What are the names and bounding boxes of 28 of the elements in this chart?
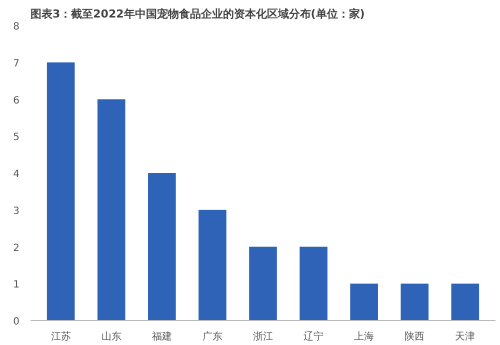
x-tick-label: 山东 xyxy=(101,330,122,342)
chart-title: 图表3：截至2022年中国宠物食品企业的资本化区域分布(单位：家) xyxy=(30,8,365,20)
y-tick-label: 7 xyxy=(13,58,20,70)
y-tick-label: 5 xyxy=(13,132,20,144)
x-tick-label: 江苏 xyxy=(50,330,71,342)
x-tick-label: 福建 xyxy=(152,330,172,342)
bar xyxy=(148,173,176,320)
y-tick-label: 8 xyxy=(13,22,20,32)
bar xyxy=(451,284,480,320)
bar xyxy=(46,62,75,320)
y-tick-label: 6 xyxy=(13,95,20,106)
bar xyxy=(350,284,378,320)
y-tick-label: 4 xyxy=(13,169,20,180)
bar xyxy=(249,246,277,320)
bar xyxy=(97,99,126,320)
x-tick-label: 陕西 xyxy=(404,330,425,342)
bar xyxy=(300,246,328,320)
x-tick-label: 上海 xyxy=(354,330,374,342)
x-tick-label: 天津 xyxy=(455,330,476,342)
x-tick-label: 浙江 xyxy=(253,330,273,342)
x-tick-label: 广东 xyxy=(202,330,222,342)
y-tick-label: 1 xyxy=(13,280,20,291)
bar xyxy=(400,284,429,320)
x-tick-label: 辽宁 xyxy=(304,330,324,342)
y-tick-label: 3 xyxy=(13,206,20,217)
y-tick-label: 2 xyxy=(13,242,20,254)
y-tick-label: 0 xyxy=(13,316,20,328)
bar xyxy=(198,210,226,320)
